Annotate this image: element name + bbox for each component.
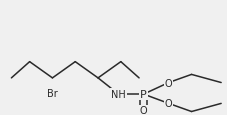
Text: P: P [140, 89, 146, 99]
Text: NH: NH [111, 89, 125, 99]
Text: Br: Br [47, 88, 58, 98]
Text: O: O [139, 105, 147, 115]
Text: O: O [164, 99, 172, 108]
Text: O: O [164, 78, 172, 88]
